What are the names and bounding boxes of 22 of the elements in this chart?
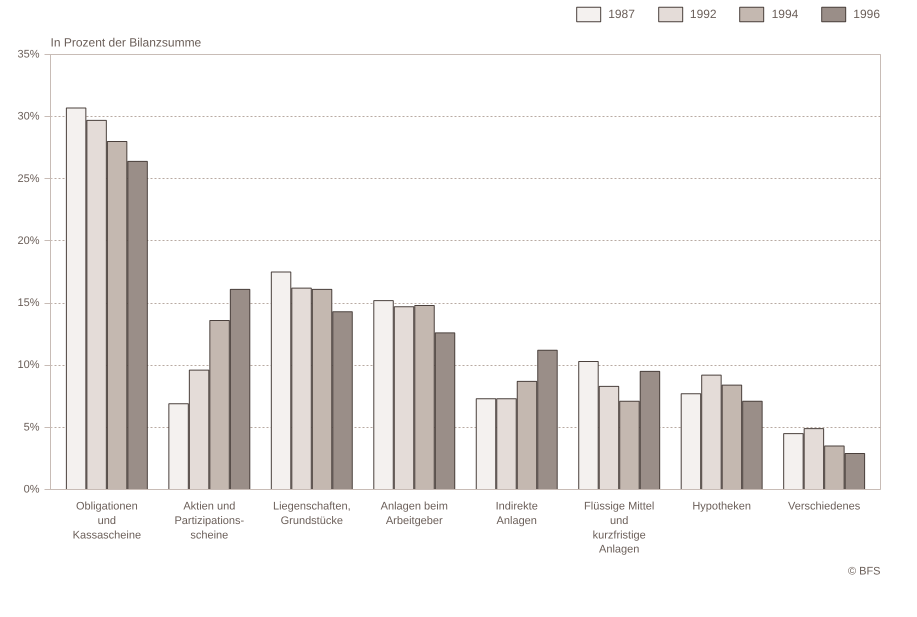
x-tick-label: Anlagen beim Arbeitgeber [380, 500, 448, 527]
legend-label: 1992 [690, 7, 717, 21]
y-tick-label: 25% [17, 172, 40, 185]
y-tick-label: 0% [24, 484, 40, 496]
legend-label: 1987 [608, 7, 635, 21]
legend-label: 1996 [853, 7, 880, 21]
x-tick-label: Obligationen und Kassascheine [72, 500, 142, 542]
x-tick-label: Indirekte Anlagen [496, 500, 538, 527]
y-tick-label: 10% [17, 359, 40, 372]
x-tick-label: Aktien und Partizipations-scheine [174, 500, 245, 542]
text: © BFS [848, 566, 881, 578]
x-tick-label: Hypotheken [692, 500, 752, 512]
y-tick-label: 35% [17, 48, 40, 60]
chart-title: In Prozent der Bilanzsumme [50, 36, 202, 50]
x-tick-label: Liegenschaften, Grundstücke [272, 500, 351, 527]
y-tick-label: 20% [17, 234, 40, 247]
y-tick-label: 30% [17, 110, 40, 123]
y-tick-label: 5% [24, 421, 40, 434]
x-tick-label: Verschiedenes [788, 500, 861, 512]
x-tick-label: Flüssige Mittel und kurzfristige Anlagen [584, 500, 654, 556]
y-tick-label: 15% [17, 297, 40, 310]
legend-label: 1994 [772, 7, 798, 21]
